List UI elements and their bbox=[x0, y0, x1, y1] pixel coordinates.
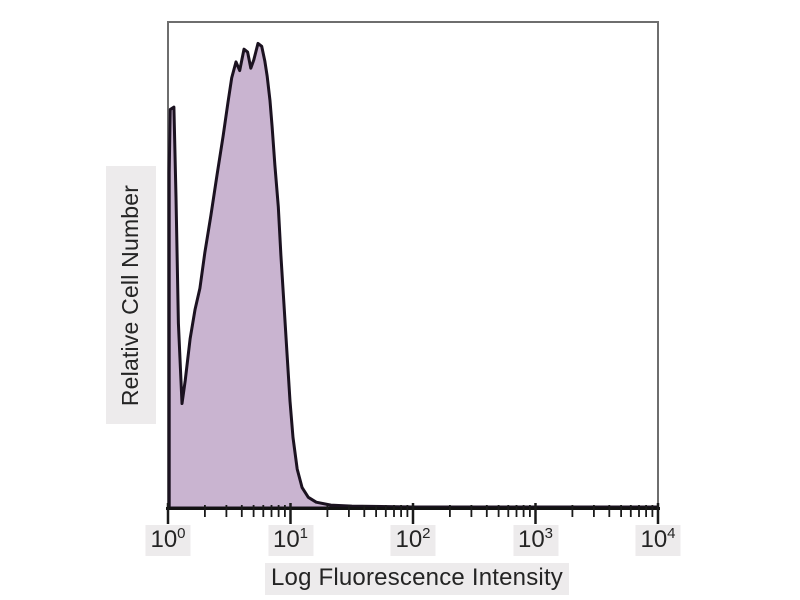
x-tick-label-1e1: 101 bbox=[267, 525, 314, 556]
histogram-curve bbox=[167, 41, 659, 510]
x-tick-label-1e0: 100 bbox=[145, 525, 191, 556]
x-axis-ticks bbox=[166, 503, 660, 524]
y-axis-label: Relative Cell Number bbox=[106, 166, 156, 424]
x-tick-label-1e4: 104 bbox=[635, 525, 681, 556]
x-axis-label: Log Fluorescence Intensity bbox=[264, 563, 570, 595]
x-tick-label-1e2: 102 bbox=[390, 525, 436, 556]
x-tick-label-1e3: 103 bbox=[512, 525, 559, 556]
